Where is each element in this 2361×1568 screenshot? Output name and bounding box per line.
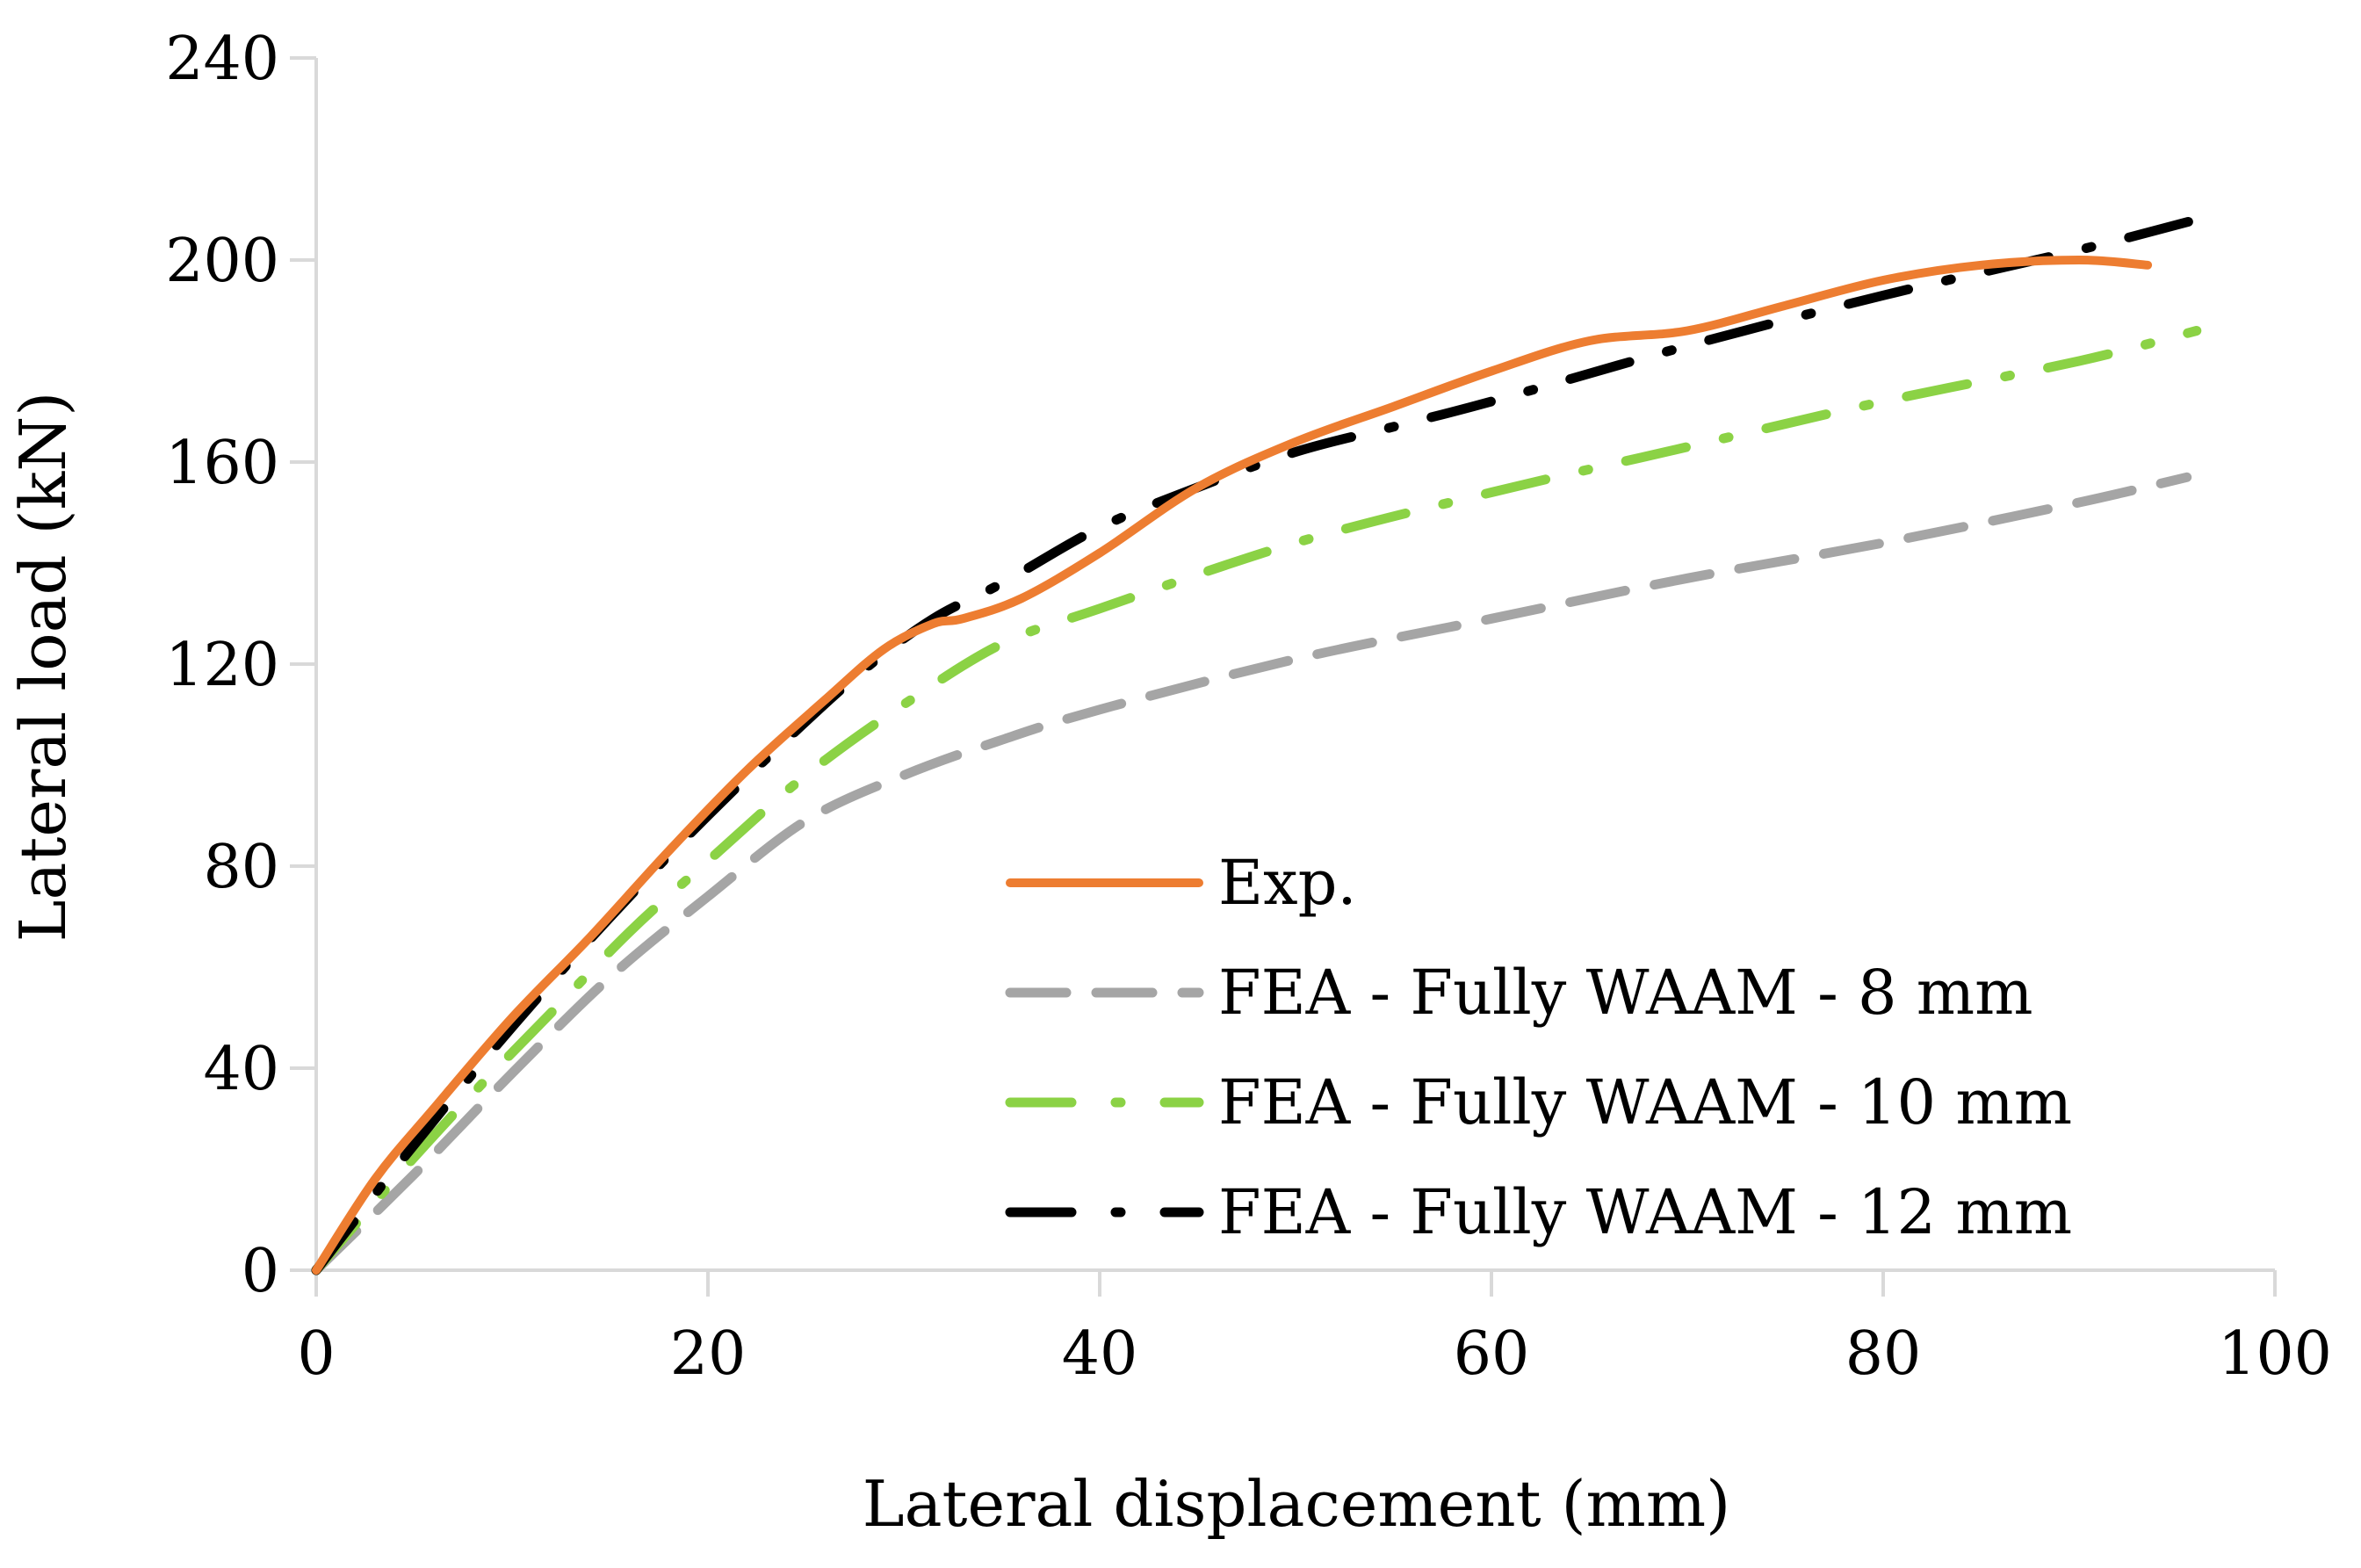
legend-label-0: Exp. [1218,847,1357,919]
x-axis-title: Lateral displacement (mm) [863,1467,1730,1541]
y-axis-title: Lateral load (kN) [6,392,80,943]
series-line-0 [312,256,2153,1275]
y-tick-label: 40 [203,1035,279,1104]
x-tick-label: 40 [1062,1319,1138,1389]
y-tick-label: 240 [165,25,279,94]
y-tick-label: 160 [165,429,279,498]
y-tick-label: 80 [203,833,279,902]
x-tick-label: 20 [670,1319,747,1389]
y-tick-label: 120 [165,631,279,700]
x-tick-label: 60 [1454,1319,1530,1389]
legend-label-1: FEA - Fully WAAM - 8 mm [1218,957,2033,1029]
x-tick-label: 0 [297,1319,335,1389]
x-tick-label: 80 [1845,1319,1922,1389]
legend-label-3: FEA - Fully WAAM - 12 mm [1218,1176,2072,1248]
series-layer [311,214,2202,1275]
legend: Exp. FEA - Fully WAAM - 8 mm FEA - Fully W… [1005,847,2072,1248]
y-tick-label: 0 [242,1237,279,1306]
legend-label-2: FEA - Fully WAAM - 10 mm [1218,1066,2072,1138]
x-tick-label: 100 [2218,1319,2332,1389]
series-line-2 [311,326,2202,1275]
axes: 0 40 80 120 160 200 240 0 20 40 60 80 100 [165,25,2332,1389]
series-line-1 [311,472,2192,1275]
y-tick-label: 200 [165,227,279,296]
series-line-3 [311,214,2202,1275]
